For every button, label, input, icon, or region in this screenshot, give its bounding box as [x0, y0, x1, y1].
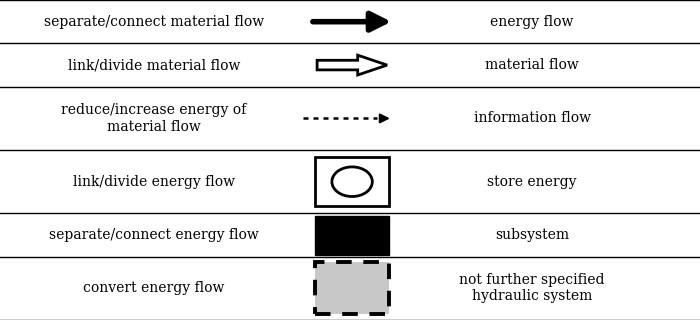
Text: separate/connect energy flow: separate/connect energy flow [49, 228, 259, 242]
Bar [315, 262, 389, 314]
Text: material flow: material flow [485, 58, 579, 72]
Text: energy flow: energy flow [490, 15, 574, 29]
Text: subsystem: subsystem [495, 228, 569, 242]
Bar [315, 157, 389, 206]
Text: link/divide material flow: link/divide material flow [68, 58, 240, 72]
FancyArrow shape [317, 55, 387, 75]
Text: not further specified
hydraulic system: not further specified hydraulic system [459, 273, 605, 303]
Bar [315, 215, 389, 254]
Text: information flow: information flow [473, 111, 591, 125]
Bar [315, 262, 389, 314]
Text: store energy: store energy [487, 175, 577, 189]
Text: separate/connect material flow: separate/connect material flow [44, 15, 264, 29]
Text: convert energy flow: convert energy flow [83, 281, 225, 295]
Ellipse shape [332, 167, 372, 196]
Text: reduce/increase energy of
material flow: reduce/increase energy of material flow [62, 103, 246, 133]
Text: link/divide energy flow: link/divide energy flow [73, 175, 235, 189]
